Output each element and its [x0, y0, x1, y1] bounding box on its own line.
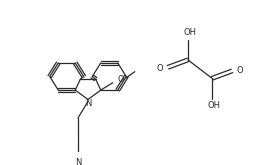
Text: N: N: [85, 99, 91, 108]
Text: O: O: [237, 66, 243, 75]
Text: OH: OH: [208, 101, 221, 110]
Text: O: O: [157, 64, 163, 73]
Text: O: O: [117, 75, 124, 84]
Text: N: N: [75, 158, 81, 165]
Text: OH: OH: [184, 28, 197, 37]
